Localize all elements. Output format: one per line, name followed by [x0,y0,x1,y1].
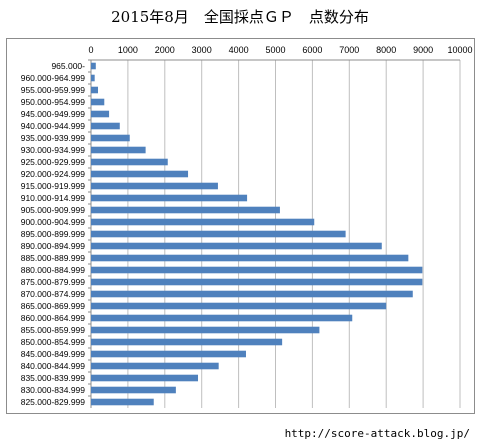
x-tick-label: 3000 [192,45,212,55]
y-tick-label: 840.000-844.999 [21,361,86,371]
bar [91,362,219,370]
bar [91,302,387,310]
bar [91,86,99,94]
x-tick-label: 7000 [339,45,359,55]
chart-title: 2015年8月 全国採点ＧＰ 点数分布 [111,8,369,26]
y-tick-label: 945.000-949.999 [21,109,86,119]
bar [91,158,168,166]
y-tick-label: 965.000- [51,61,85,71]
bar [91,398,154,406]
bar-chart: 0 1000 2000 3000 4000 5000 6000 7000 8000 9000 100… [21,45,473,408]
x-tick-label: 10000 [447,45,472,55]
bar [91,326,320,334]
y-tick-label: 895.000-899.999 [21,229,86,239]
footer-url: http://score-attack.blog.jp/ [284,427,470,440]
bar [91,134,130,142]
y-tick-label: 935.000-939.999 [21,133,86,143]
y-tick-label: 835.000-839.999 [21,373,86,383]
x-tick-label: 6000 [302,45,322,55]
bar [91,266,423,274]
bar [91,290,413,298]
bar [91,206,280,214]
y-tick-label: 930.000-934.999 [21,145,86,155]
y-tick-label: 865.000-869.999 [21,301,86,311]
y-tick-label: 925.000-929.999 [21,157,86,167]
y-tick-label: 915.000-919.999 [21,181,86,191]
y-tick-label: 950.000-954.999 [21,97,86,107]
x-tick-label: 2000 [155,45,175,55]
bar [91,98,105,106]
x-tick-label: 0 [88,45,93,55]
y-tick-label: 900.000-904.999 [21,217,86,227]
x-tick-label: 1000 [118,45,138,55]
bar [91,74,95,82]
bar [91,278,423,286]
y-tick-label: 855.000-859.999 [21,325,86,335]
y-tick-label: 885.000-889.999 [21,253,86,263]
bar [91,170,189,178]
bar [91,242,382,250]
y-tick-label: 850.000-854.999 [21,337,86,347]
bar [91,110,110,118]
bar [91,386,176,394]
bar [91,218,315,226]
y-tick-label: 920.000-924.999 [21,169,86,179]
x-tick-label: 9000 [413,45,433,55]
y-tick-label: 910.000-914.999 [21,193,86,203]
bar [91,146,146,154]
y-tick-label: 940.000-944.999 [21,121,86,131]
bar [91,350,246,358]
bar [91,230,346,238]
y-tick-label: 875.000-879.999 [21,277,86,287]
bar [91,182,218,190]
chart-area: 0 1000 2000 3000 4000 5000 6000 7000 8000 9000 100… [6,38,475,414]
y-tick-label: 860.000-864.999 [21,313,86,323]
y-tick-label: 880.000-884.999 [21,265,86,275]
y-tick-label: 955.000-959.999 [21,85,86,95]
y-tick-label: 825.000-829.999 [21,397,86,407]
x-tick-label: 5000 [265,45,285,55]
y-tick-label: 845.000-849.999 [21,349,86,359]
y-tick-label: 960.000-964.999 [21,73,86,83]
bar [91,122,120,130]
bar [91,62,96,70]
y-tick-label: 905.000-909.999 [21,205,86,215]
bar [91,314,353,322]
y-tick-label: 890.000-894.999 [21,241,86,251]
bar [91,374,199,382]
y-tick-label: 830.000-834.999 [21,385,86,395]
bar [91,194,248,202]
bar [91,254,409,262]
y-tick-label: 870.000-874.999 [21,289,86,299]
x-tick-label: 8000 [376,45,396,55]
bar [91,338,283,346]
x-tick-label: 4000 [229,45,249,55]
